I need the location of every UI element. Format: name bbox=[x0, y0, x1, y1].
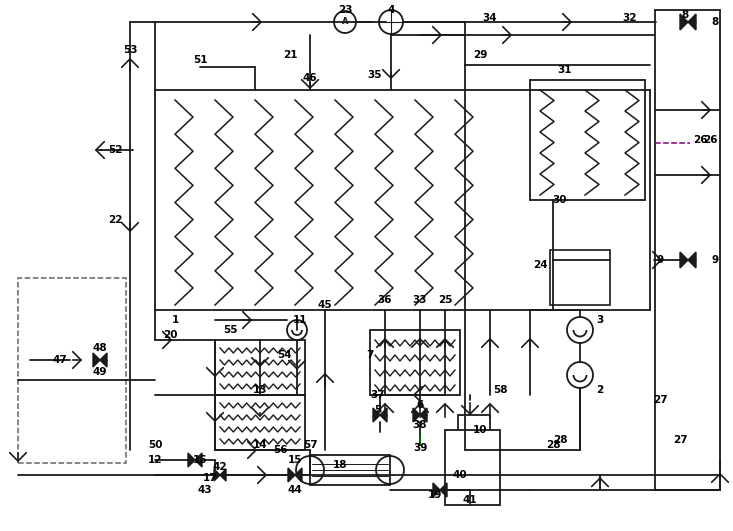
Polygon shape bbox=[420, 408, 427, 422]
Text: 39: 39 bbox=[413, 443, 427, 453]
Polygon shape bbox=[680, 14, 688, 30]
Text: 8: 8 bbox=[682, 10, 688, 20]
Text: 8: 8 bbox=[711, 17, 718, 27]
Text: 26: 26 bbox=[693, 135, 707, 145]
Text: 35: 35 bbox=[368, 70, 382, 80]
Text: 28: 28 bbox=[546, 440, 560, 450]
Text: 13: 13 bbox=[253, 385, 268, 395]
Text: 57: 57 bbox=[303, 440, 317, 450]
Text: 53: 53 bbox=[122, 45, 137, 55]
Polygon shape bbox=[295, 468, 302, 482]
Text: 33: 33 bbox=[413, 295, 427, 305]
Text: 44: 44 bbox=[287, 485, 303, 495]
Text: 29: 29 bbox=[473, 50, 487, 60]
Bar bbox=[445, 430, 500, 505]
Text: 10: 10 bbox=[473, 425, 487, 435]
Text: 6: 6 bbox=[416, 400, 424, 410]
Bar bbox=[18, 278, 126, 463]
Bar bbox=[215, 395, 305, 450]
Text: 55: 55 bbox=[223, 325, 237, 335]
Text: 58: 58 bbox=[493, 385, 507, 395]
Polygon shape bbox=[688, 252, 696, 268]
Text: 28: 28 bbox=[553, 435, 567, 445]
Text: 1: 1 bbox=[172, 315, 179, 325]
Text: 50: 50 bbox=[148, 440, 162, 450]
Polygon shape bbox=[680, 252, 688, 268]
Polygon shape bbox=[433, 483, 440, 497]
Polygon shape bbox=[100, 353, 107, 367]
Text: 19: 19 bbox=[428, 490, 442, 500]
Text: 2: 2 bbox=[597, 385, 603, 395]
Text: 31: 31 bbox=[558, 65, 572, 75]
Text: 32: 32 bbox=[623, 13, 637, 23]
Text: 14: 14 bbox=[253, 440, 268, 450]
Text: 5: 5 bbox=[375, 405, 382, 415]
Text: 15: 15 bbox=[288, 455, 302, 465]
Polygon shape bbox=[195, 453, 202, 467]
Text: 18: 18 bbox=[333, 460, 347, 470]
Text: 16: 16 bbox=[193, 455, 207, 465]
Text: 36: 36 bbox=[377, 295, 392, 305]
Text: 25: 25 bbox=[438, 295, 452, 305]
Polygon shape bbox=[288, 468, 295, 482]
Polygon shape bbox=[220, 469, 226, 481]
Text: 41: 41 bbox=[463, 495, 477, 505]
Text: 24: 24 bbox=[533, 260, 548, 270]
Text: 9: 9 bbox=[657, 255, 663, 265]
Text: 4: 4 bbox=[387, 5, 394, 15]
Text: 45: 45 bbox=[317, 300, 332, 310]
Text: 30: 30 bbox=[553, 195, 567, 205]
Text: 9: 9 bbox=[712, 255, 718, 265]
Text: 38: 38 bbox=[413, 420, 427, 430]
Text: 20: 20 bbox=[163, 330, 177, 340]
Text: 12: 12 bbox=[148, 455, 162, 465]
Text: 48: 48 bbox=[92, 343, 107, 353]
Polygon shape bbox=[188, 453, 195, 467]
Text: 40: 40 bbox=[453, 470, 468, 480]
Text: 27: 27 bbox=[652, 395, 667, 405]
Text: 27: 27 bbox=[673, 435, 688, 445]
Text: 26: 26 bbox=[703, 135, 718, 145]
Text: 46: 46 bbox=[303, 73, 317, 83]
Polygon shape bbox=[688, 14, 696, 30]
Bar bbox=[550, 250, 610, 305]
Polygon shape bbox=[380, 408, 387, 422]
Text: 22: 22 bbox=[108, 215, 122, 225]
Text: A: A bbox=[342, 18, 348, 27]
Text: 7: 7 bbox=[366, 350, 374, 360]
Text: 11: 11 bbox=[292, 315, 307, 325]
Text: 43: 43 bbox=[198, 485, 213, 495]
Text: 42: 42 bbox=[213, 462, 227, 472]
Text: 3: 3 bbox=[597, 315, 603, 325]
Text: 54: 54 bbox=[278, 350, 292, 360]
Text: 17: 17 bbox=[203, 473, 217, 483]
Text: 49: 49 bbox=[93, 367, 107, 377]
Text: 21: 21 bbox=[283, 50, 298, 60]
Text: 47: 47 bbox=[53, 355, 67, 365]
Text: 37: 37 bbox=[371, 390, 386, 400]
Polygon shape bbox=[93, 353, 100, 367]
Polygon shape bbox=[440, 483, 447, 497]
Polygon shape bbox=[413, 408, 420, 422]
Polygon shape bbox=[214, 469, 220, 481]
Polygon shape bbox=[373, 408, 380, 422]
Bar bbox=[310, 455, 390, 485]
Bar bbox=[370, 330, 460, 395]
Text: 34: 34 bbox=[483, 13, 497, 23]
Text: 56: 56 bbox=[273, 445, 287, 455]
Text: 23: 23 bbox=[338, 5, 353, 15]
Bar bbox=[215, 340, 305, 395]
Text: 52: 52 bbox=[108, 145, 122, 155]
Text: 51: 51 bbox=[193, 55, 207, 65]
